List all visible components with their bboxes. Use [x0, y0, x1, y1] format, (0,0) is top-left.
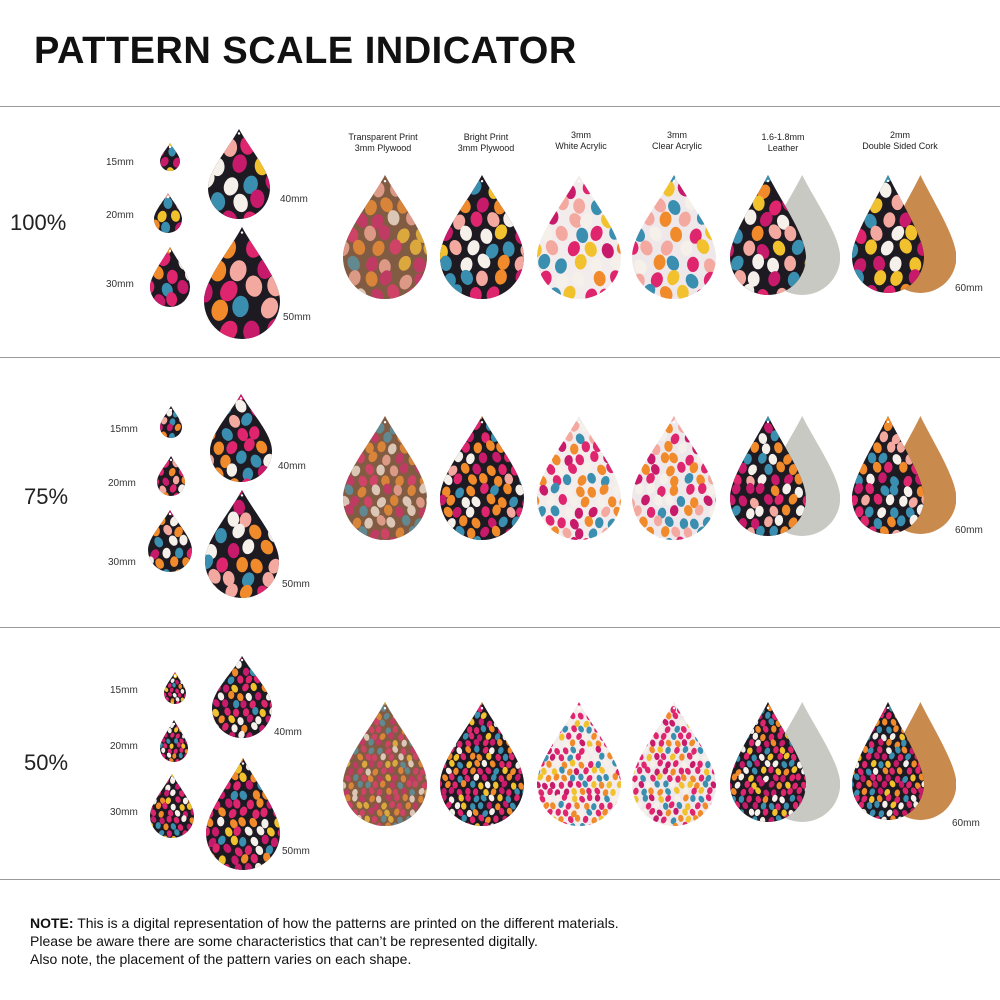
material-drop-bright-plywood [440, 702, 524, 826]
size-label-50mm: 50mm [282, 846, 310, 857]
size-label-15mm: 15mm [110, 685, 138, 696]
material-drop-transparent-plywood [343, 702, 427, 826]
sample-drop-30mm [148, 510, 192, 572]
material-label-cork: 2mm Double Sided Cork [862, 130, 938, 151]
size-label-15mm: 15mm [106, 157, 134, 168]
material-drop-bright-plywood [440, 175, 524, 299]
divider-bottom [0, 879, 1000, 880]
material-drop-clear-acrylic [632, 416, 716, 540]
sample-drop-50mm [206, 758, 280, 870]
material-drop-cork [852, 175, 957, 293]
section-100: 100% 15mm 20mm 30mm 40mm 50mm 60mm [0, 107, 1000, 357]
material-drop-transparent-plywood [343, 175, 427, 299]
sample-drop-50mm [204, 227, 280, 339]
material-drop-cork [852, 416, 957, 534]
size-label-20mm: 20mm [106, 210, 134, 221]
size-label-30mm: 30mm [110, 807, 138, 818]
divider-top [0, 106, 1000, 107]
note-line-1: This is a digital representation of how … [73, 915, 619, 931]
sample-drop-15mm [164, 672, 186, 704]
size-label-60mm: 60mm [955, 525, 983, 536]
material-drop-white-acrylic [537, 175, 621, 299]
material-drop-leather [730, 416, 841, 536]
material-label-leather: 1.6-1.8mm Leather [761, 132, 805, 153]
scale-label: 75% [24, 484, 69, 509]
material-drop-clear-acrylic [632, 702, 716, 826]
size-label-50mm: 50mm [283, 312, 311, 323]
scale-label: 100% [10, 210, 67, 235]
sample-drop-30mm [150, 247, 190, 307]
sample-drop-30mm [150, 774, 194, 838]
sample-drop-40mm [208, 129, 270, 219]
material-drop-leather [730, 175, 841, 295]
disclaimer-note: NOTE: This is a digital representation o… [30, 914, 619, 968]
material-label-transparent-plywood: Transparent Print 3mm Plywood [348, 132, 418, 153]
material-drop-clear-acrylic [632, 175, 716, 299]
divider-1 [0, 357, 1000, 358]
note-bold: NOTE: [30, 915, 74, 931]
size-label-20mm: 20mm [108, 478, 136, 489]
material-drop-white-acrylic [537, 416, 621, 540]
page-title: PATTERN SCALE INDICATOR [34, 30, 577, 72]
sample-drop-20mm [154, 193, 182, 233]
scale-label: 50% [24, 750, 69, 775]
sample-drop-40mm [210, 394, 272, 482]
note-line-2: Please be aware there are some character… [30, 933, 538, 949]
divider-2 [0, 627, 1000, 628]
material-drop-white-acrylic [537, 702, 621, 826]
sample-drop-15mm [160, 143, 180, 171]
section-75: 75% 15mm 20mm 30mm 40mm 50mm 60mm [0, 358, 1000, 608]
size-label-60mm: 60mm [952, 818, 980, 829]
sample-drop-15mm [160, 406, 182, 438]
size-label-50mm: 50mm [282, 579, 310, 590]
section-50: 50% 15mm 20mm 30mm 40mm 50mm 60mm [0, 628, 1000, 878]
size-label-40mm: 40mm [278, 461, 306, 472]
sample-drop-50mm [205, 490, 279, 598]
material-label-clear-acrylic: 3mm Clear Acrylic [651, 130, 702, 151]
size-label-20mm: 20mm [110, 741, 138, 752]
size-label-40mm: 40mm [274, 727, 302, 738]
material-label-bright-plywood: Bright Print 3mm Plywood [457, 132, 515, 153]
material-drop-bright-plywood [440, 416, 524, 540]
size-label-30mm: 30mm [108, 557, 136, 568]
note-line-3: Also note, the placement of the pattern … [30, 951, 412, 967]
sample-drop-20mm [160, 720, 188, 762]
sample-drop-20mm [157, 456, 185, 496]
material-drop-leather [730, 702, 841, 822]
size-label-30mm: 30mm [106, 279, 134, 290]
material-label-white-acrylic: 3mm White Acrylic [555, 130, 607, 151]
sample-drop-40mm [212, 656, 272, 738]
size-label-15mm: 15mm [110, 424, 138, 435]
material-drop-cork [852, 702, 957, 820]
size-label-60mm: 60mm [955, 283, 983, 294]
size-label-40mm: 40mm [280, 194, 308, 205]
material-drop-transparent-plywood [343, 416, 427, 540]
